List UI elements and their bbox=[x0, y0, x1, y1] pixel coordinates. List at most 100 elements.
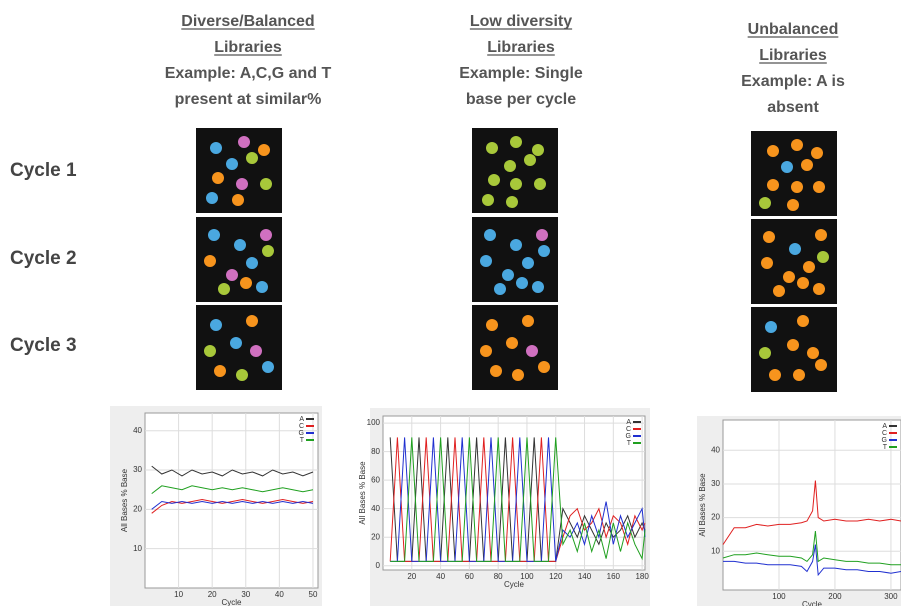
x-axis-label: Cycle bbox=[802, 600, 823, 606]
cluster-dot bbox=[204, 345, 216, 357]
y-axis-label: All Bases % Base bbox=[698, 473, 707, 537]
figure: Diverse/BalancedLibrariesExample: A,C,G … bbox=[0, 0, 901, 606]
cycle-label: Cycle 3 bbox=[10, 335, 77, 356]
legend-label: C bbox=[299, 423, 304, 430]
header-line: present at similar% bbox=[175, 91, 322, 108]
cluster-dot bbox=[504, 160, 516, 172]
legend-label: T bbox=[300, 437, 305, 444]
cluster-dot bbox=[512, 369, 524, 381]
cluster-dot bbox=[246, 257, 258, 269]
x-tick-label: 120 bbox=[549, 572, 563, 581]
cluster-dot bbox=[781, 161, 793, 173]
cluster-dot bbox=[522, 315, 534, 327]
header-line: absent bbox=[767, 99, 819, 116]
legend-label: G bbox=[626, 433, 631, 440]
x-tick-label: 40 bbox=[436, 572, 445, 581]
plot-area bbox=[723, 420, 901, 590]
cluster-dot bbox=[250, 345, 262, 357]
cluster-dot bbox=[801, 159, 813, 171]
x-tick-label: 20 bbox=[407, 572, 416, 581]
cluster-dot bbox=[807, 347, 819, 359]
cluster-dot bbox=[226, 269, 238, 281]
x-axis-label: Cycle bbox=[504, 580, 525, 589]
cluster-dot bbox=[262, 361, 274, 373]
legend-label: A bbox=[882, 423, 887, 430]
cluster-dot bbox=[204, 255, 216, 267]
cluster-dot bbox=[240, 277, 252, 289]
cluster-dot bbox=[811, 147, 823, 159]
cluster-dot bbox=[791, 181, 803, 193]
cluster-dot bbox=[538, 361, 550, 373]
cluster-dot bbox=[787, 339, 799, 351]
cycle-label: Cycle 2 bbox=[10, 248, 77, 269]
cluster-dot bbox=[258, 144, 270, 156]
cluster-dot bbox=[484, 229, 496, 241]
cluster-dot bbox=[246, 152, 258, 164]
cluster-dot bbox=[210, 142, 222, 154]
cluster-dot bbox=[813, 181, 825, 193]
cluster-dot bbox=[532, 144, 544, 156]
x-tick-label: 50 bbox=[309, 590, 318, 599]
cluster-dot bbox=[797, 277, 809, 289]
cluster-dot bbox=[506, 196, 518, 208]
cluster-dot bbox=[536, 229, 548, 241]
y-tick-label: 20 bbox=[371, 532, 380, 541]
cluster-dot bbox=[236, 369, 248, 381]
header-line: Libraries bbox=[759, 47, 827, 64]
cluster-dot bbox=[238, 136, 250, 148]
cluster-dot bbox=[783, 271, 795, 283]
legend-label: G bbox=[882, 437, 887, 444]
cluster-dot bbox=[488, 174, 500, 186]
cluster-dot bbox=[226, 158, 238, 170]
y-tick-label: 60 bbox=[371, 475, 380, 484]
cluster-dot bbox=[494, 283, 506, 295]
header-line: Low diversity bbox=[470, 13, 572, 30]
cluster-dot bbox=[232, 194, 244, 206]
y-tick-label: 0 bbox=[376, 561, 381, 570]
cluster-dot bbox=[789, 243, 801, 255]
legend-label: T bbox=[883, 444, 888, 451]
cluster-dot bbox=[791, 139, 803, 151]
header-line: Unbalanced bbox=[748, 21, 839, 38]
y-tick-label: 10 bbox=[133, 544, 142, 553]
cluster-dot bbox=[256, 281, 268, 293]
cluster-dot bbox=[769, 369, 781, 381]
cluster-dot bbox=[797, 315, 809, 327]
header-line: base per cycle bbox=[466, 91, 576, 108]
header-line: Example: A,C,G and T bbox=[165, 65, 332, 82]
cluster-dot bbox=[773, 285, 785, 297]
y-tick-label: 10 bbox=[711, 546, 720, 555]
cluster-dot bbox=[767, 145, 779, 157]
cluster-dot bbox=[214, 365, 226, 377]
cluster-dot bbox=[787, 199, 799, 211]
cluster-dot bbox=[803, 261, 815, 273]
x-tick-label: 180 bbox=[635, 572, 649, 581]
y-tick-label: 20 bbox=[133, 504, 142, 513]
cluster-dot bbox=[815, 359, 827, 371]
x-tick-label: 140 bbox=[578, 572, 592, 581]
cluster-dot bbox=[486, 142, 498, 154]
cluster-dot bbox=[230, 337, 242, 349]
y-tick-label: 80 bbox=[371, 447, 380, 456]
x-tick-label: 60 bbox=[465, 572, 474, 581]
cluster-dot bbox=[486, 319, 498, 331]
cluster-dot bbox=[212, 172, 224, 184]
y-tick-label: 40 bbox=[711, 445, 720, 454]
cluster-dot bbox=[236, 178, 248, 190]
cluster-dot bbox=[510, 239, 522, 251]
y-axis-label: All Bases % Base bbox=[358, 461, 367, 525]
cluster-dot bbox=[502, 269, 514, 281]
cluster-dot bbox=[208, 229, 220, 241]
cluster-dot bbox=[480, 345, 492, 357]
cluster-dot bbox=[490, 365, 502, 377]
x-tick-label: 40 bbox=[275, 590, 284, 599]
cluster-dot bbox=[246, 315, 258, 327]
y-tick-label: 20 bbox=[711, 513, 720, 522]
legend-label: C bbox=[882, 430, 887, 437]
x-tick-label: 20 bbox=[208, 590, 217, 599]
cluster-dot bbox=[815, 229, 827, 241]
cluster-dot bbox=[260, 178, 272, 190]
header-line: Example: Single bbox=[459, 65, 583, 82]
y-tick-label: 100 bbox=[367, 418, 381, 427]
header-line: Example: A is bbox=[741, 73, 845, 90]
